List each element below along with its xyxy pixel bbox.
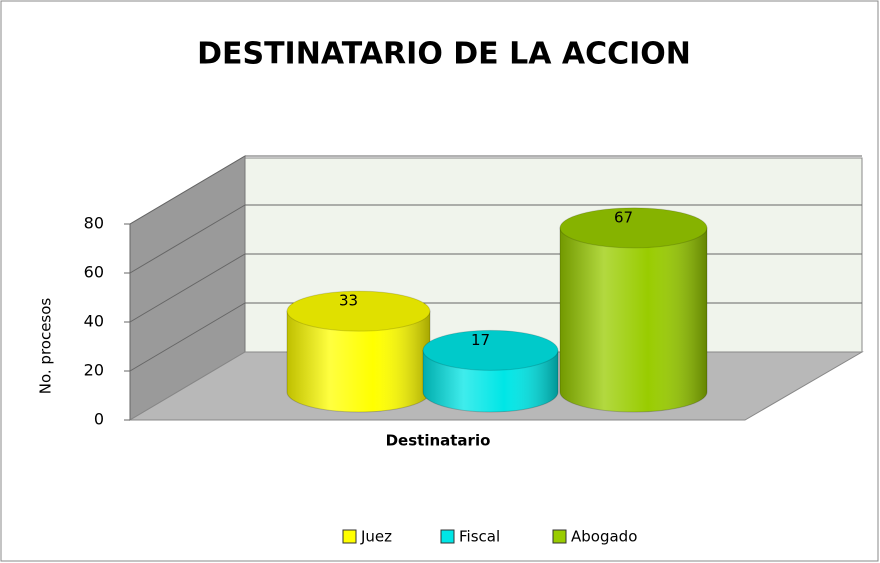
bar-top <box>422 329 559 371</box>
grid-line <box>129 155 246 225</box>
legend-label: Fiscal <box>459 528 500 546</box>
bar-top-shade <box>560 207 707 248</box>
bar-shade <box>287 311 430 412</box>
grid-line <box>129 204 246 274</box>
cylinder <box>286 290 431 413</box>
cylinder <box>559 207 708 413</box>
grid-line <box>129 302 246 372</box>
legend-label: Juez <box>360 528 392 546</box>
bar-top <box>559 207 708 249</box>
bar-top-shade <box>423 330 558 371</box>
legend-label: Abogado <box>571 528 637 546</box>
bar-top <box>286 290 431 332</box>
data-label: 33 <box>339 292 358 310</box>
legend-swatch <box>342 529 357 544</box>
legend-swatch <box>552 529 567 544</box>
data-label: 17 <box>471 331 490 349</box>
bar-top-shade <box>287 291 430 332</box>
y-axis-label: No. procesos <box>37 298 55 395</box>
bar-shade <box>560 227 707 412</box>
legend-swatch <box>440 529 455 544</box>
data-label: 67 <box>614 208 633 226</box>
cylinder <box>422 329 559 413</box>
y-tick-label: 20 <box>84 361 104 380</box>
y-tick-label: 80 <box>84 214 104 233</box>
x-tick-label: Destinatario <box>386 432 491 450</box>
chart-title: DESTINATARIO DE LA ACCION <box>197 37 691 72</box>
grid-line <box>129 253 246 323</box>
y-tick-label: 60 <box>84 263 104 282</box>
y-tick-label: 40 <box>84 312 104 331</box>
y-tick-label: 0 <box>94 410 104 429</box>
